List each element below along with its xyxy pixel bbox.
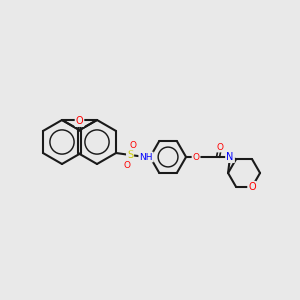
Text: O: O [248,182,256,192]
Text: O: O [193,152,200,161]
Text: O: O [76,116,83,126]
Text: S: S [127,150,133,160]
Text: NH: NH [139,152,153,161]
Text: O: O [124,160,130,169]
Text: O: O [130,140,136,149]
Text: N: N [226,152,234,162]
Text: N: N [226,152,234,162]
Text: O: O [217,142,224,152]
